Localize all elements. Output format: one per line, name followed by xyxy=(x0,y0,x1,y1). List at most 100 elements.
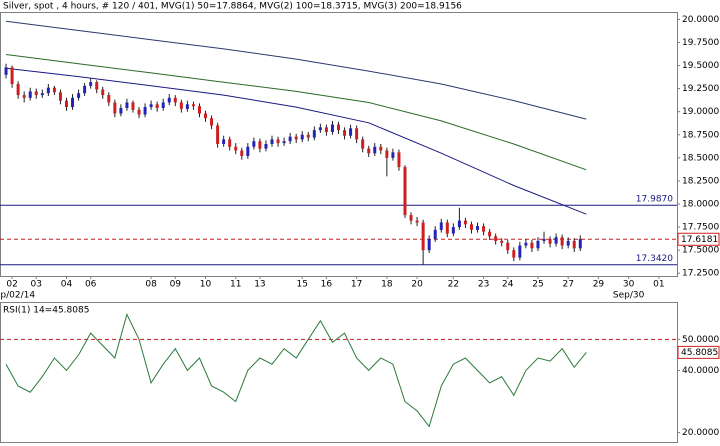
candle-body xyxy=(64,100,68,108)
candle-body xyxy=(512,250,516,258)
rsi-title: RSI(1) 14=45.8085 xyxy=(3,306,89,316)
candle-body xyxy=(16,84,20,96)
candle-body xyxy=(95,82,99,90)
y-tick-label: 19.5000 xyxy=(682,61,719,71)
candle-body xyxy=(427,239,431,251)
candle-body xyxy=(560,237,564,246)
candle-body xyxy=(337,124,340,131)
candle-body xyxy=(294,136,298,140)
candle-body xyxy=(161,102,165,108)
candle-body xyxy=(191,104,195,107)
level-label: 17.9870 xyxy=(636,195,673,205)
x-tick-label: 01 xyxy=(653,280,664,290)
candle-body xyxy=(204,113,208,119)
candle-body xyxy=(58,92,62,101)
candle-body xyxy=(361,139,365,149)
candle-body xyxy=(554,237,558,244)
y-tick-label: 19.7500 xyxy=(682,38,719,48)
candle-body xyxy=(216,125,220,144)
candle-body xyxy=(197,106,201,114)
x-tick-label: 08 xyxy=(145,280,157,290)
candle-body xyxy=(52,87,56,93)
x-tick-label: 17 xyxy=(351,280,362,290)
candle-body xyxy=(179,102,183,109)
candle-body xyxy=(330,124,334,132)
candle-body xyxy=(451,227,455,234)
candle-body xyxy=(4,67,8,75)
candle-body xyxy=(324,127,328,132)
candle-body xyxy=(264,144,268,149)
candle-body xyxy=(355,128,359,140)
y-tick-label: 40.0000 xyxy=(682,366,719,376)
candle-body xyxy=(445,222,449,234)
candle-body xyxy=(578,239,582,249)
candle-body xyxy=(270,139,274,144)
candle-body xyxy=(34,91,38,96)
candle-body xyxy=(246,146,250,156)
y-tick-label: 18.7500 xyxy=(682,130,719,140)
candle-body xyxy=(343,130,347,136)
x-tick-label: 06 xyxy=(85,280,97,290)
y-tick-label: 17.7500 xyxy=(682,223,719,233)
candle-body xyxy=(173,97,177,103)
y-tick-label: 17.2500 xyxy=(682,269,719,279)
candle-body xyxy=(482,226,486,232)
candle-body xyxy=(469,224,473,230)
candle-body xyxy=(125,102,129,108)
candle-body xyxy=(234,146,238,151)
price-frame xyxy=(0,12,678,277)
rsi-line xyxy=(5,312,587,428)
candle-body xyxy=(566,240,570,246)
x-tick-label: 03 xyxy=(31,280,42,290)
candle-body xyxy=(548,239,552,244)
x-tick-label: 20 xyxy=(411,280,423,290)
x-tick-label: 18 xyxy=(381,280,393,290)
candle-body xyxy=(101,89,105,96)
candle-body xyxy=(488,231,492,237)
x-tick-label: 22 xyxy=(448,280,459,290)
candle-body xyxy=(252,141,256,147)
candle-body xyxy=(373,146,377,154)
x-tick-label: 09 xyxy=(170,280,182,290)
candle-body xyxy=(228,139,232,147)
candle-body xyxy=(433,229,437,240)
y-tick-label: 50.0000 xyxy=(682,335,719,345)
y-tick-label: 17.5000 xyxy=(682,246,719,256)
x-tick-label: 27 xyxy=(562,280,573,290)
candle-body xyxy=(506,242,510,251)
x-tick-label: 13 xyxy=(254,280,265,290)
candle-body xyxy=(463,220,467,225)
x-tick-label: 25 xyxy=(532,280,543,290)
candle-body xyxy=(113,102,117,114)
candle-body xyxy=(119,108,123,114)
candle-body xyxy=(288,136,292,142)
candle-body xyxy=(240,150,244,156)
y-tick-label: 18.0000 xyxy=(682,200,719,210)
candle-body xyxy=(415,220,419,223)
candle-body xyxy=(494,236,498,241)
candle-body xyxy=(439,222,443,230)
candle-body xyxy=(312,130,316,138)
rsi-frame xyxy=(0,302,678,443)
y-tick-label: 19.2500 xyxy=(682,84,719,94)
candle-body xyxy=(282,141,286,144)
candle-body xyxy=(536,240,540,249)
current-label: 45.8085 xyxy=(681,348,718,358)
x-tick-label: 04 xyxy=(61,280,73,290)
y-tick-label: 20.0000 xyxy=(682,15,719,25)
candle-body xyxy=(40,93,44,96)
chart-title: Silver, spot , 4 hours, # 120 / 401, MVG… xyxy=(3,2,462,12)
x-tick-label: 29 xyxy=(593,280,605,290)
candle-body xyxy=(391,152,395,158)
candle-body xyxy=(210,118,214,126)
candle-body xyxy=(318,127,322,131)
candle-body xyxy=(143,107,147,115)
candle-body xyxy=(409,215,413,221)
moving-average xyxy=(5,54,587,171)
x-tick-label: 24 xyxy=(502,280,514,290)
candle-body xyxy=(131,102,135,110)
candle-body xyxy=(500,240,504,243)
candle-body xyxy=(421,222,425,251)
